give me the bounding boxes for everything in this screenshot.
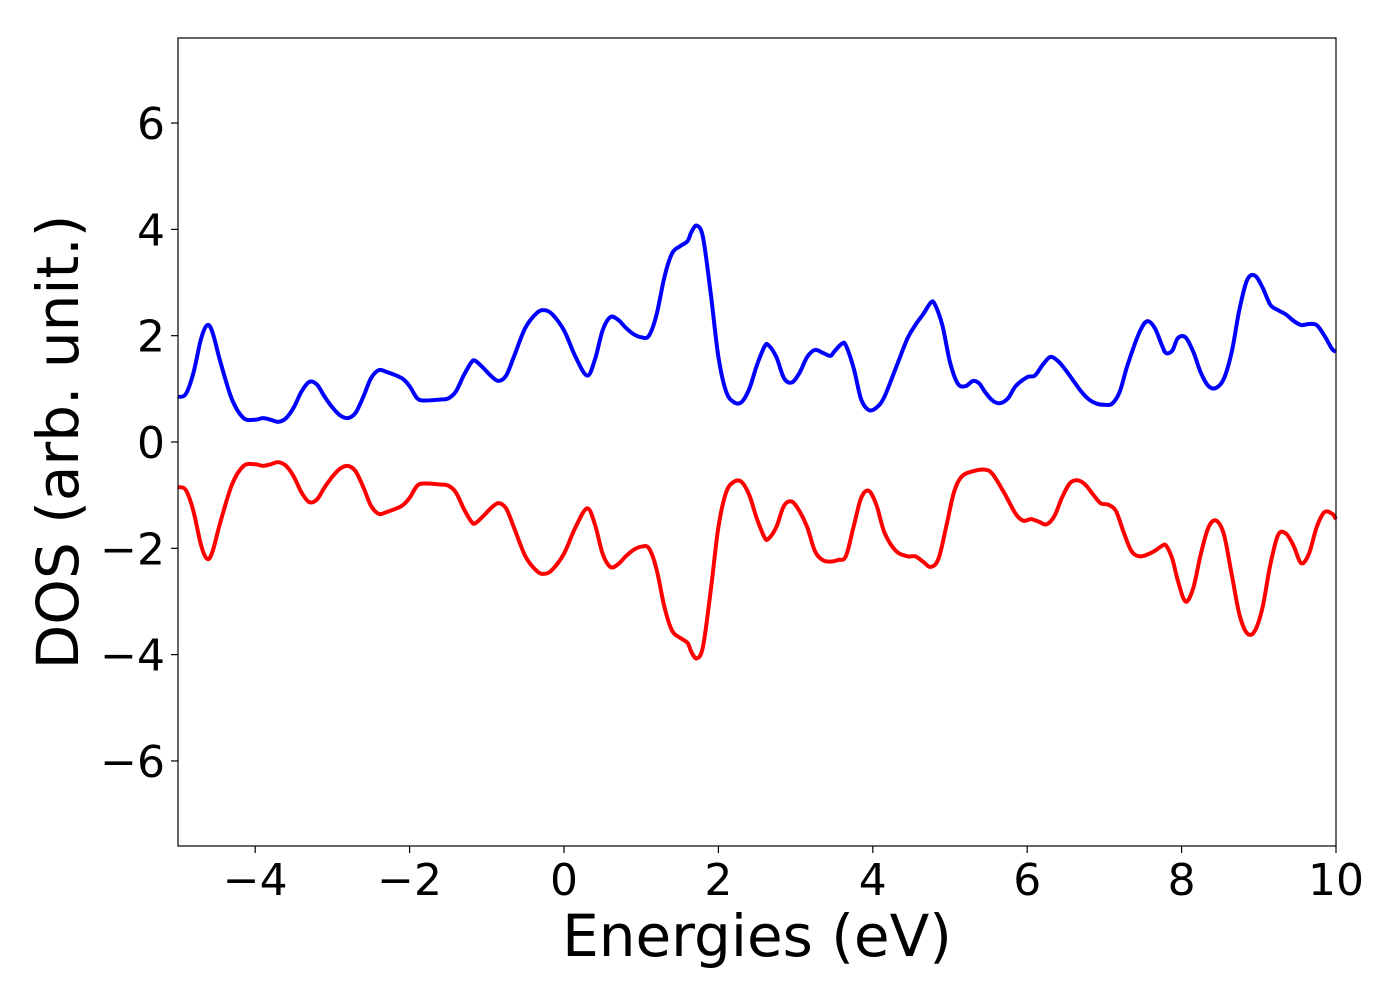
y-tick-label: −2 bbox=[100, 524, 165, 575]
x-tick-label: 0 bbox=[550, 855, 578, 906]
y-tick-label: 2 bbox=[137, 312, 165, 363]
series-line-1 bbox=[177, 223, 1338, 424]
y-tick-label: 4 bbox=[137, 205, 165, 256]
x-tick-label: −4 bbox=[223, 855, 288, 906]
y-axis-title: DOS (arb. unit.) bbox=[24, 215, 92, 670]
x-tick-label: −2 bbox=[377, 855, 442, 906]
y-tick-label: −4 bbox=[100, 631, 165, 682]
x-tick-label: 4 bbox=[859, 855, 887, 906]
series-line-2 bbox=[177, 460, 1338, 661]
x-tick-label: 10 bbox=[1308, 855, 1364, 906]
y-axis-ticks: −6 −4 −2 0 2 4 6 bbox=[100, 99, 178, 788]
y-tick-label: 6 bbox=[137, 99, 165, 150]
plot-area bbox=[178, 38, 1336, 846]
x-tick-label: 8 bbox=[1168, 855, 1196, 906]
y-tick-label: −6 bbox=[100, 737, 165, 788]
x-tick-label: 2 bbox=[704, 855, 732, 906]
series-layer bbox=[177, 223, 1338, 661]
x-tick-label: 6 bbox=[1013, 855, 1041, 906]
x-axis-title: Energies (eV) bbox=[562, 902, 952, 970]
y-tick-label: 0 bbox=[137, 418, 165, 469]
x-axis-ticks: −4 −2 0 2 4 6 8 10 bbox=[223, 846, 1364, 906]
